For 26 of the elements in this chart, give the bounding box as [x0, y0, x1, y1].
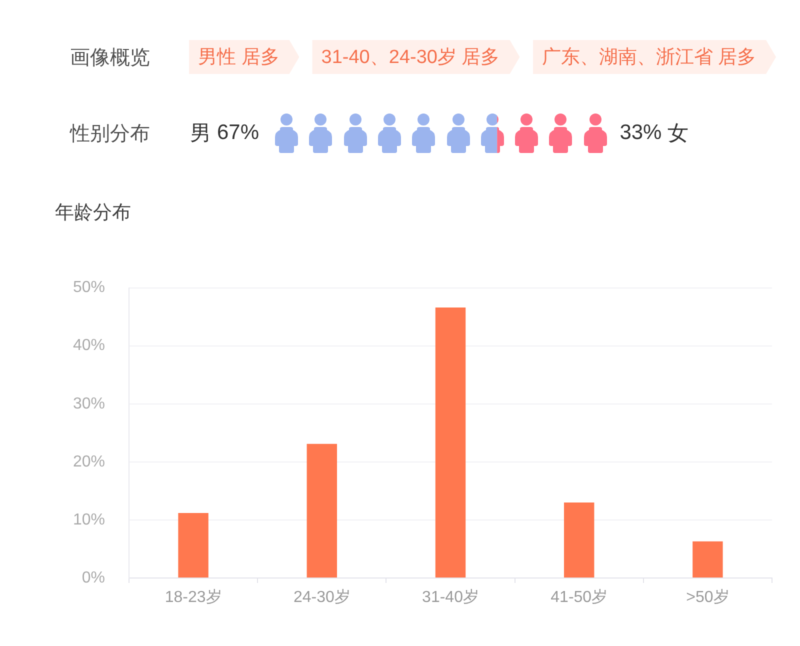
y-tick-label: 10% [72, 511, 105, 528]
bar [564, 502, 594, 578]
x-tick-label: 41-50岁 [550, 588, 608, 606]
category-label: 女 [668, 121, 689, 147]
bar [178, 512, 208, 578]
category-label: 男 [190, 121, 211, 147]
chart-title: 年龄分布 [55, 202, 131, 224]
text: 广东、湖南、浙江省 居多 [542, 46, 756, 70]
x-tick-label: 24-30岁 [293, 588, 350, 606]
data-label: 67% [217, 121, 260, 145]
x-tick-label: 31-40岁 [422, 588, 479, 606]
y-tick-label: 30% [72, 395, 105, 412]
text: 31-40、24-30岁 居多 [321, 46, 500, 70]
y-tick-label: 40% [72, 337, 105, 354]
y-tick-label: 0% [82, 569, 105, 586]
bar [692, 541, 723, 578]
text: 画像概览 [69, 46, 151, 70]
bar [306, 444, 338, 578]
bar [435, 308, 466, 578]
x-tick-label: 18-23岁 [164, 588, 222, 606]
x-tick-label: >50岁 [686, 588, 730, 606]
y-tick-label: 20% [72, 453, 105, 470]
text: 男性 居多 [198, 46, 280, 70]
y-tick-label: 50% [72, 279, 105, 296]
data-label: 33% [620, 121, 662, 145]
text: 性别分布 [68, 122, 151, 146]
